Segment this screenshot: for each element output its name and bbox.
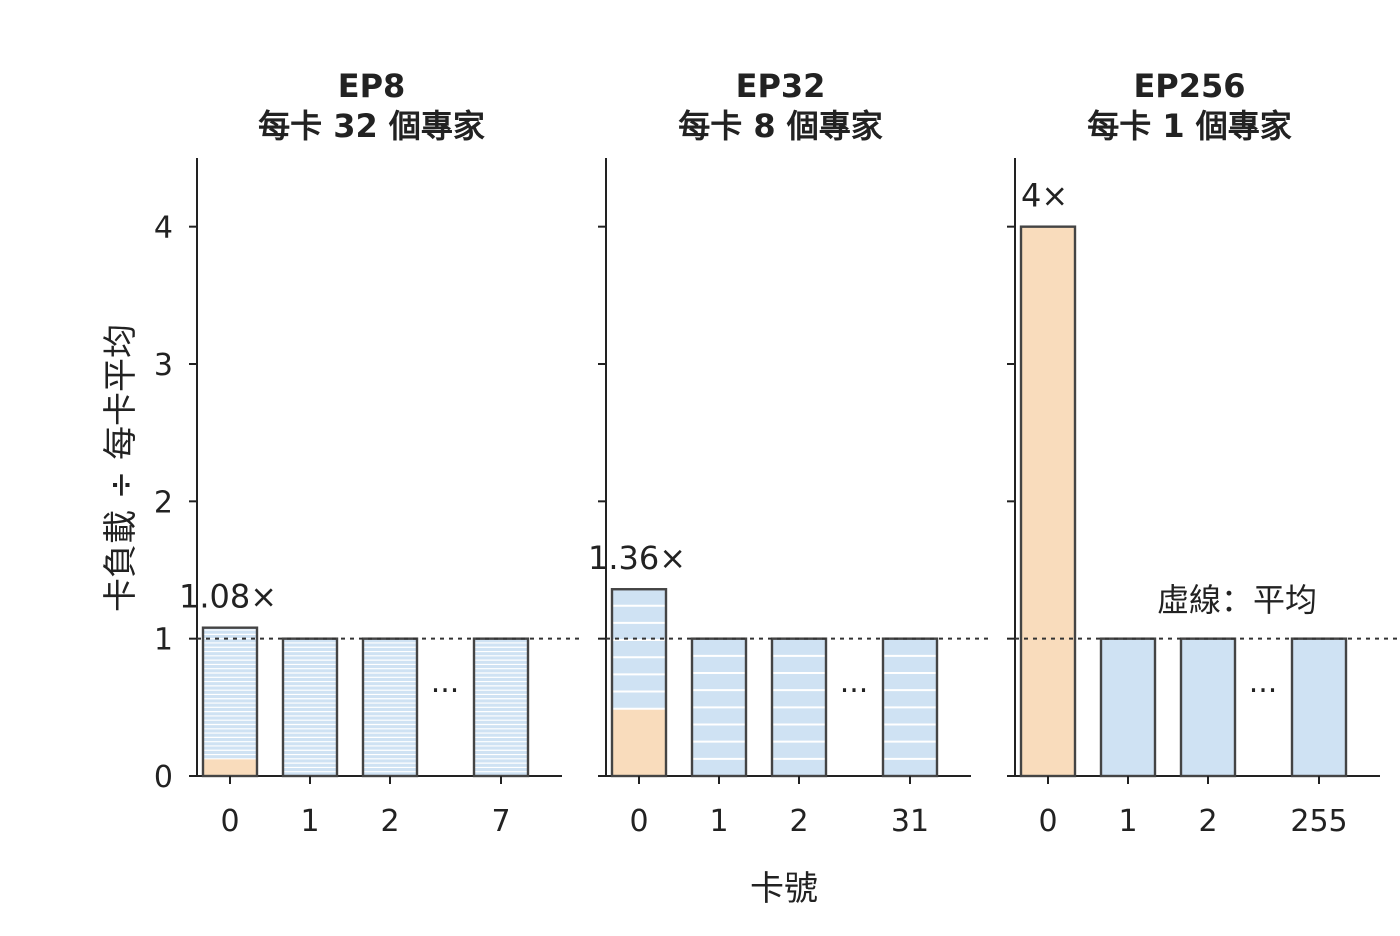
panel-title-line-0: EP256 bbox=[1133, 67, 1245, 105]
bar-fill bbox=[1181, 638, 1235, 776]
x-tick-label: 255 bbox=[1290, 804, 1347, 839]
y-tick-label: 3 bbox=[154, 348, 173, 383]
gap-ellipsis: ··· bbox=[1249, 673, 1278, 708]
bar-annotation: 4× bbox=[1021, 177, 1068, 215]
x-tick-label: 31 bbox=[891, 804, 929, 839]
panel-title-line-0: EP8 bbox=[338, 67, 406, 105]
bar-annotation: 1.08× bbox=[179, 578, 277, 616]
y-tick-label: 4 bbox=[154, 211, 173, 246]
y-tick-label: 1 bbox=[154, 623, 173, 658]
x-tick-label: 2 bbox=[789, 804, 808, 839]
bar-hot-segment bbox=[612, 708, 666, 776]
y-axis-label: 卡負載 ÷ 每卡平均 bbox=[101, 324, 141, 612]
gap-ellipsis: ··· bbox=[840, 673, 869, 708]
bar-fill bbox=[1292, 638, 1346, 776]
x-tick-label: 0 bbox=[1038, 804, 1057, 839]
x-tick-label: 0 bbox=[629, 804, 648, 839]
x-tick-label: 2 bbox=[1198, 804, 1217, 839]
x-axis-label: 卡號 bbox=[750, 869, 818, 909]
bar-fill bbox=[203, 627, 257, 776]
bar-annotation: 1.36× bbox=[588, 539, 686, 577]
x-tick-label: 1 bbox=[300, 804, 319, 839]
x-tick-label: 1 bbox=[1118, 804, 1137, 839]
panel-title-line-0: EP32 bbox=[736, 67, 826, 105]
bar-hot-segment bbox=[1021, 226, 1075, 776]
x-tick-label: 0 bbox=[220, 804, 239, 839]
x-tick-label: 1 bbox=[709, 804, 728, 839]
x-tick-label: 7 bbox=[491, 804, 510, 839]
mean-legend-note: 虛線：平均 bbox=[1157, 581, 1317, 619]
gap-ellipsis: ··· bbox=[431, 673, 460, 708]
x-tick-label: 2 bbox=[380, 804, 399, 839]
panel-title-line-1: 每卡 8 個專家 bbox=[678, 107, 883, 145]
bar-hot-segment bbox=[203, 758, 257, 776]
y-tick-label: 2 bbox=[154, 485, 173, 520]
bar-fill bbox=[1101, 638, 1155, 776]
y-tick-label: 0 bbox=[154, 760, 173, 795]
panel-title-line-1: 每卡 32 個專家 bbox=[258, 107, 485, 145]
panel-title-line-1: 每卡 1 個專家 bbox=[1087, 107, 1292, 145]
